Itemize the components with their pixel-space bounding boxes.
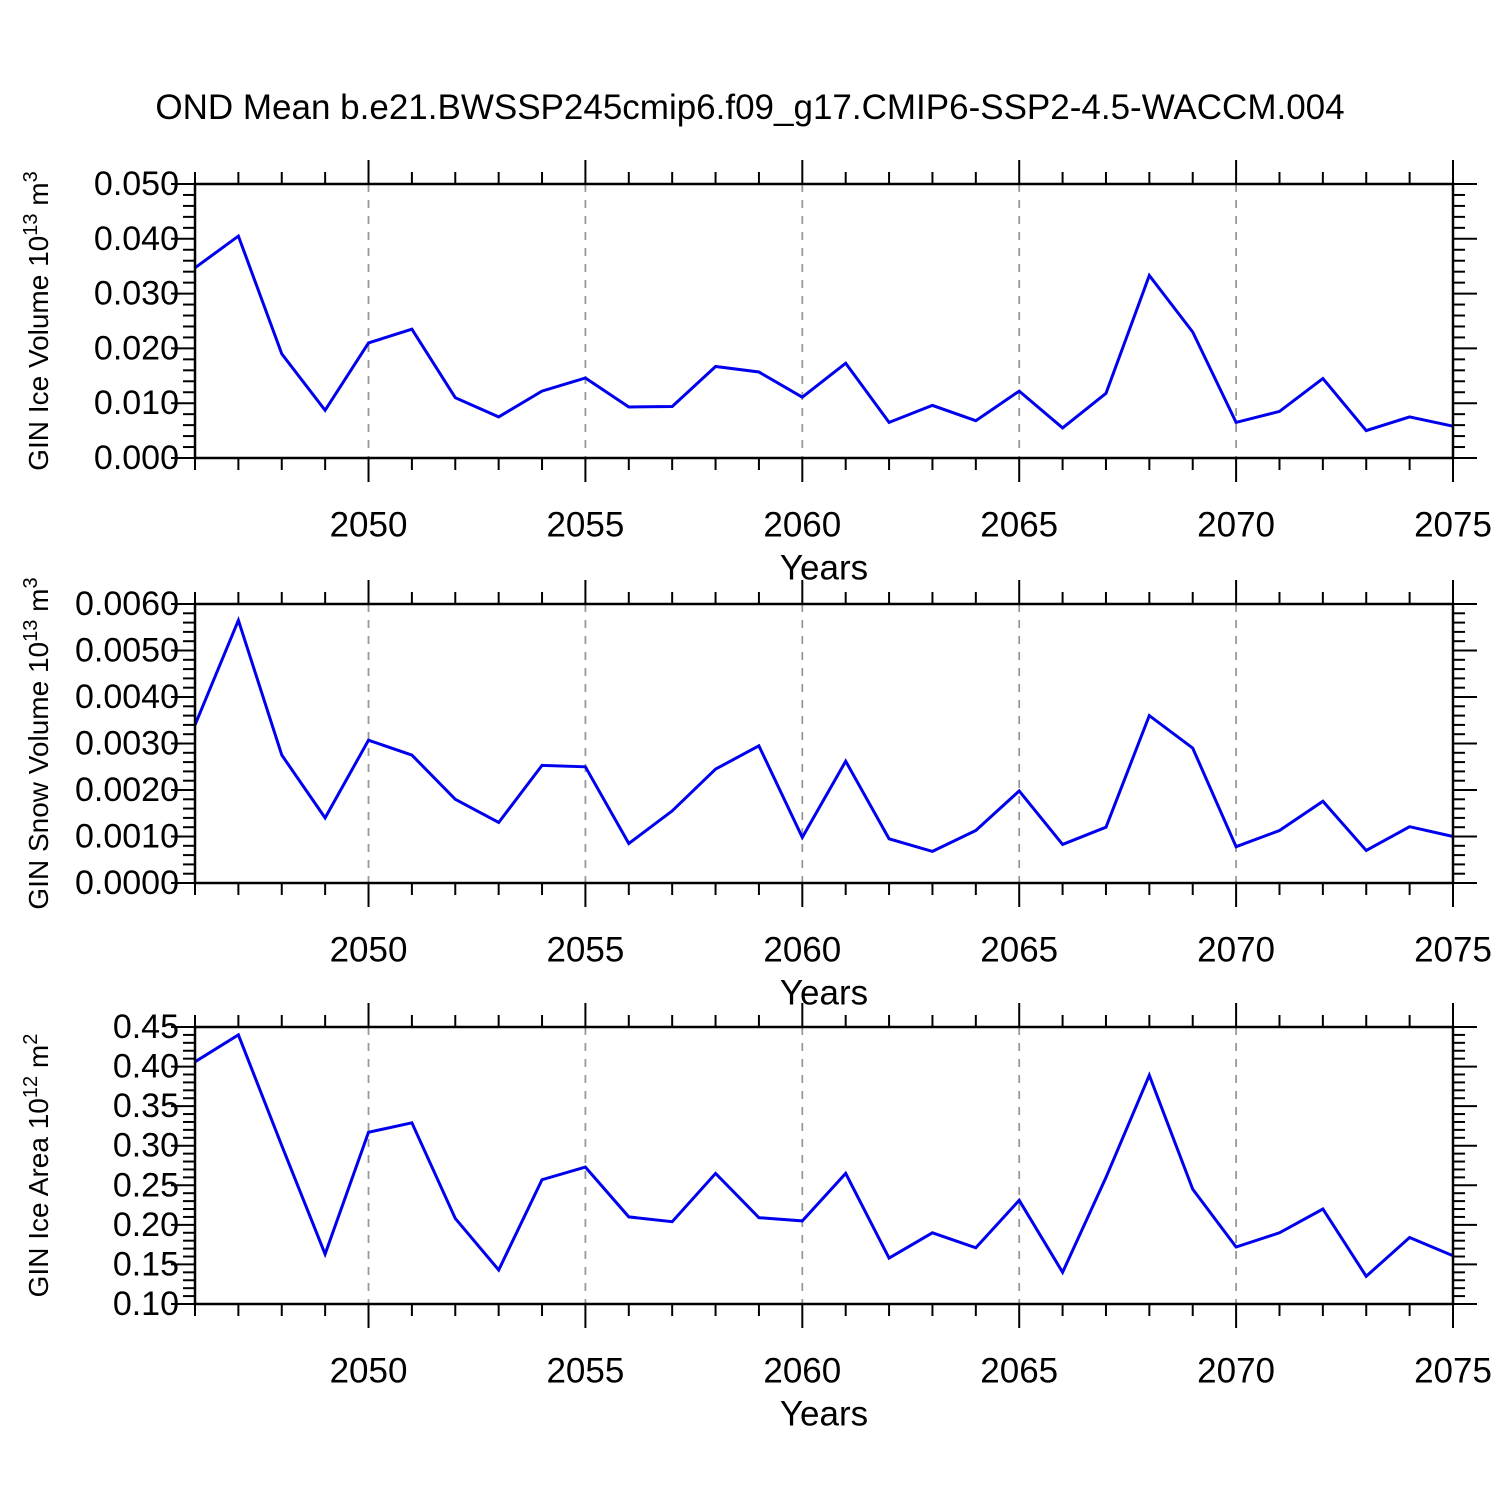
y-tick-label: 0.040 [94,220,179,258]
y-tick-label: 0.0060 [75,585,179,623]
y-tick-label: 0.25 [113,1166,179,1204]
x-tick-label: 2060 [763,931,841,970]
y-axis-label: GIN Ice Area 1012 m2 [20,1034,54,1298]
y-axis-label: GIN Ice Volume 1013 m3 [20,171,54,471]
tick-marks [171,1003,1477,1328]
x-tick-label: 2050 [330,931,408,970]
y-tick-label: 0.030 [94,275,179,313]
y-tick-label: 0.0030 [75,725,179,763]
tick-marks [171,160,1477,482]
y-tick-label: 0.0020 [75,771,179,809]
tick-marks [171,580,1477,907]
y-tick-label: 0.0050 [75,632,179,670]
x-tick-label: 2060 [763,1352,841,1391]
x-tick-label: 2055 [546,1352,624,1391]
chart-title: OND Mean b.e21.BWSSP245cmip6.f09_g17.CMI… [155,88,1345,127]
y-tick-label: 0.000 [94,439,179,477]
x-tick-label: 2065 [980,1352,1058,1391]
y-tick-label: 0.35 [113,1087,179,1125]
y-tick-label: 0.30 [113,1127,179,1165]
plot-frame [193,182,1455,460]
subplot-gin-snow-volume: 0.0000 0.0010 0.0020 0.0030 0.0040 0.0050 0.00… [20,577,1492,1012]
plot-frame [193,602,1455,885]
data-line-gin-snow-volume [193,615,1454,854]
x-tick-label: 2070 [1197,506,1275,545]
subplot-gin-ice-area: 0.100.150.200.250.300.350.400.45 2050 2055… [20,1003,1492,1434]
data-line-gin-ice-area [194,1032,1454,1279]
x-axis-label: Years [780,549,868,588]
x-tick-label: 2050 [330,1352,408,1391]
x-axis-label: Years [780,974,868,1013]
x-tick-label: 2065 [980,931,1058,970]
plot-frame [193,1025,1455,1306]
y-tick-label: 0.10 [113,1285,179,1323]
y-tick-label: 0.0040 [75,678,179,716]
data-line-gin-ice-volume [194,233,1454,433]
y-tick-label: 0.20 [113,1206,179,1244]
subplot-gin-ice-volume: 0.000 0.010 0.020 0.030 0.040 0.050 2050 2055 20… [20,160,1492,588]
x-tick-label: 2075 [1414,931,1492,970]
y-tick-label: 0.010 [94,384,179,422]
y-tick-label: 0.0010 [75,818,179,856]
y-axis-label: GIN Snow Volume 1013 m3 [20,577,54,909]
x-tick-label: 2050 [330,506,408,545]
x-tick-label: 2075 [1414,506,1492,545]
y-tick-label: 0.45 [113,1008,179,1046]
y-tick-label: 0.050 [94,165,179,203]
y-tick-label: 0.0000 [75,864,179,902]
y-tick-label: 0.15 [113,1245,179,1283]
y-tick-label: 0.020 [94,329,179,367]
x-axis-label: Years [780,1395,868,1434]
x-tick-label: 2070 [1197,1352,1275,1391]
y-tick-label: 0.40 [113,1048,179,1086]
x-tick-label: 2075 [1414,1352,1492,1391]
x-tick-label: 2060 [763,506,841,545]
x-tick-label: 2070 [1197,931,1275,970]
x-tick-label: 2065 [980,506,1058,545]
x-tick-label: 2055 [546,931,624,970]
x-tick-label: 2055 [546,506,624,545]
